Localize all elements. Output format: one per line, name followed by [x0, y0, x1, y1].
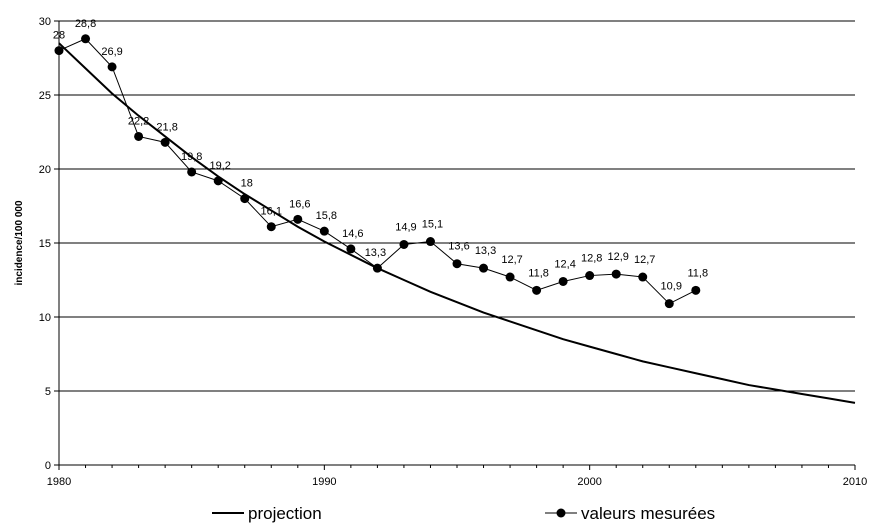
data-point — [319, 226, 329, 236]
x-tick-label: 1990 — [312, 476, 336, 488]
data-point — [558, 276, 568, 286]
data-label: 13,3 — [475, 245, 496, 257]
x-tick-label: 1980 — [47, 476, 71, 488]
data-point — [611, 269, 621, 279]
data-point — [54, 46, 64, 56]
data-label: 16,1 — [261, 206, 282, 218]
x-tick-label: 2010 — [843, 476, 867, 488]
data-label: 12,7 — [634, 254, 655, 266]
data-label: 26,9 — [101, 46, 122, 58]
data-label: 12,7 — [501, 254, 522, 266]
y-tick-label: 10 — [39, 312, 51, 324]
data-label: 16,6 — [289, 198, 310, 210]
legend-measured-label: valeurs mesurées — [581, 504, 715, 523]
data-point — [213, 176, 223, 186]
axes — [54, 20, 856, 470]
data-label: 13,6 — [448, 241, 469, 253]
data-point — [160, 137, 170, 147]
data-label: 14,6 — [342, 228, 363, 240]
data-point — [425, 237, 435, 247]
y-tick-label: 15 — [39, 238, 51, 250]
data-point — [585, 271, 595, 281]
data-point — [346, 244, 356, 254]
data-point — [81, 34, 91, 44]
data-label: 13,3 — [365, 247, 386, 259]
data-point — [134, 131, 144, 141]
data-point — [479, 263, 489, 273]
y-tick-label: 30 — [39, 16, 51, 28]
legend: projection valeurs mesurées — [212, 504, 715, 523]
data-label: 11,8 — [688, 267, 709, 279]
data-point — [293, 214, 303, 224]
y-tick-label: 20 — [39, 164, 51, 176]
gridlines — [59, 20, 855, 392]
data-point — [107, 62, 117, 72]
data-point — [187, 167, 197, 177]
data-label: 12,4 — [554, 258, 575, 270]
data-point — [664, 299, 674, 309]
series — [54, 34, 856, 404]
data-label: 18 — [241, 178, 253, 190]
data-label: 15,1 — [422, 219, 443, 231]
data-point — [240, 194, 250, 204]
data-label: 28 — [53, 30, 65, 42]
data-point — [638, 272, 648, 282]
data-label: 28,8 — [75, 18, 96, 30]
data-point — [691, 285, 701, 295]
data-label: 22,2 — [128, 115, 149, 127]
y-tick-label: 0 — [45, 460, 51, 472]
data-labels: 28 28,8 26,9 22,2 21,8 19,8 19,2 18 16,1 16,6 15,8… — [53, 18, 708, 293]
legend-measured-swatch-marker — [556, 508, 566, 518]
data-label: 19,8 — [181, 151, 202, 163]
y-axis-title: incidence/100 000 — [14, 200, 25, 285]
x-tick-label: 2000 — [577, 476, 601, 488]
legend-projection-label: projection — [248, 504, 322, 523]
series-projection-line — [58, 42, 856, 404]
data-label: 15,8 — [316, 210, 337, 222]
data-label: 14,9 — [395, 221, 416, 233]
y-tick-label: 25 — [39, 90, 51, 102]
data-point — [266, 222, 276, 232]
data-point — [452, 259, 462, 269]
tick-labels: 0 5 10 15 20 25 30 1980 1990 2000 2010 — [39, 16, 867, 488]
data-label: 19,2 — [209, 160, 230, 172]
data-point — [532, 285, 542, 295]
data-point — [505, 272, 515, 282]
data-point — [372, 263, 382, 273]
data-label: 12,9 — [607, 251, 628, 263]
data-label: 11,8 — [528, 267, 549, 279]
y-tick-label: 5 — [45, 386, 51, 398]
data-label: 12,8 — [581, 253, 602, 265]
data-label: 10,9 — [661, 281, 682, 293]
data-label: 21,8 — [156, 121, 177, 133]
data-point — [399, 239, 409, 249]
